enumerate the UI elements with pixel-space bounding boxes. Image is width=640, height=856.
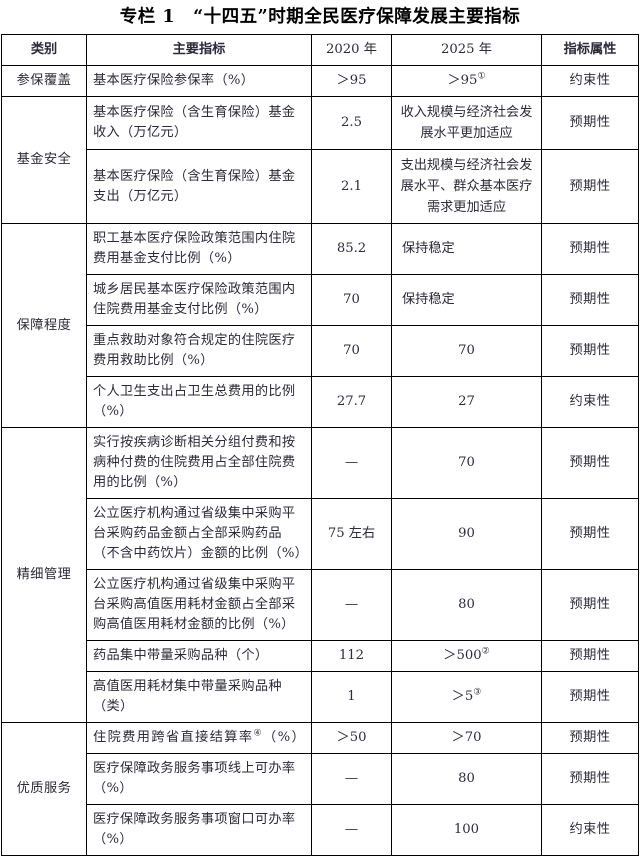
indicator-cell: 基本医疗保险参保率（%） xyxy=(86,65,312,97)
indicator-cell: 基本医疗保险（含生育保险）基金收入（万亿元） xyxy=(86,96,312,150)
attribute-cell: 预期性 xyxy=(541,753,639,805)
table-body: 参保覆盖 基本医疗保险参保率（%） ＞95 ＞95① 约束性 基金安全 基本医疗保险（含生育… xyxy=(1,65,639,856)
table-row: 医疗保障政务服务事项窗口可办率（%） —100 约束性 xyxy=(2,804,639,856)
value-2025-cell: 80 xyxy=(391,569,542,641)
value-2025-cell: 保持稳定 xyxy=(391,274,542,326)
value-2020-cell: 112 xyxy=(311,640,392,672)
value-2020-cell: 70 xyxy=(311,325,392,377)
column-header-category: 类别 xyxy=(1,34,87,66)
table-row: 个人卫生支出占卫生总费用的比例（%） 27.7 27 约束性 xyxy=(2,376,639,428)
indicator-cell: 医疗保障政务服务事项窗口可办率（%） xyxy=(86,804,312,856)
table-header: 类别 主要指标 2020 年 2025 年 指标属性 xyxy=(1,34,639,66)
attribute-cell: 预期性 xyxy=(541,498,639,570)
column-header-indicator: 主要指标 xyxy=(86,34,312,66)
value-2025-cell: 90 xyxy=(391,498,542,570)
table-row: 医疗保障政务服务事项线上可办率（%） —80 预期性 xyxy=(2,753,639,805)
indicator-cell: 实行按疾病诊断相关分组付费和按病种付费的住院费用占全部住院费用的比例（%） xyxy=(86,427,312,499)
value-2020-cell: 70 xyxy=(311,274,392,326)
value-2020-cell: 85.2 xyxy=(311,223,392,275)
value-2020-cell: ＞95 xyxy=(311,65,392,97)
indicator-cell: 医疗保障政务服务事项线上可办率（%） xyxy=(86,753,312,805)
attribute-cell: 约束性 xyxy=(541,376,639,428)
indicator-cell: 药品集中带量采购品种（个） xyxy=(86,640,312,672)
value-2020-cell: — xyxy=(311,569,392,641)
indicator-cell: 住院费用跨省直接结算率④（%） xyxy=(86,722,312,754)
attribute-cell: 预期性 xyxy=(541,427,639,499)
attribute-cell: 预期性 xyxy=(541,325,639,377)
value-2025-cell: ＞70 xyxy=(391,722,542,754)
table-row: 药品集中带量采购品种（个） 112 ＞500② 预期性 xyxy=(2,640,639,672)
category-cell: 精细管理 xyxy=(1,427,87,723)
value-2020-cell: 1 xyxy=(311,671,392,723)
indicator-cell: 个人卫生支出占卫生总费用的比例（%） xyxy=(86,376,312,428)
column-header-attribute: 指标属性 xyxy=(541,34,639,66)
value-2025-cell: ＞5③ xyxy=(391,671,542,723)
value-2025-cell: 100 xyxy=(391,804,542,856)
indicator-cell: 公立医疗机构通过省级集中采购平台采购高值医用耗材金额占全部采购高值医用耗材金额的… xyxy=(86,569,312,641)
indicator-cell: 公立医疗机构通过省级集中采购平台采购药品金额占全部采购药品（不含中药饮片）金额的… xyxy=(86,498,312,570)
value-2020-cell: — xyxy=(311,427,392,499)
table-row: 保障程度 职工基本医疗保险政策范围内住院费用基金支付比例（%） 85.2 保持稳定 预期… xyxy=(1,223,639,428)
column-header-year-2025: 2025 年 xyxy=(391,34,542,66)
category-cell: 基金安全 xyxy=(1,96,87,224)
value-2025-cell: 70 xyxy=(391,427,542,499)
value-2025-cell: 保持稳定 xyxy=(391,223,542,275)
indicator-cell: 城乡居民基本医疗保险政策范围内住院费用基金支付比例（%） xyxy=(86,274,312,326)
value-2025-cell: 支出规模与经济社会发展水平、群众基本医疗需求更加适应 xyxy=(391,149,542,224)
indicator-cell: 高值医用耗材集中带量采购品种（类） xyxy=(86,671,312,723)
indicators-table: 类别 主要指标 2020 年 2025 年 指标属性 参保覆盖 基本医疗保险参保率… xyxy=(1,34,639,856)
footnote-marker: ① xyxy=(477,71,486,82)
value-2025-cell: 70 xyxy=(391,325,542,377)
indicator-cell: 基本医疗保险（含生育保险）基金支出（万亿元） xyxy=(86,149,312,224)
table-row: 基本医疗保险（含生育保险）基金支出（万亿元） 2.1 支出规模与经济社会发展水平、群… xyxy=(2,149,639,224)
value-2020-cell: 2.1 xyxy=(311,149,392,224)
table-header-row: 类别 主要指标 2020 年 2025 年 指标属性 xyxy=(1,34,639,66)
indicator-cell: 职工基本医疗保险政策范围内住院费用基金支付比例（%） xyxy=(86,223,312,275)
category-cell: 保障程度 xyxy=(1,223,87,428)
attribute-cell: 预期性 xyxy=(541,149,639,224)
value-2020-cell: 75 左右 xyxy=(311,498,392,570)
indicator-cell: 重点救助对象符合规定的住院医疗费用救助比例（%） xyxy=(86,325,312,377)
page-title: 专栏 1 “十四五”时期全民医疗保障发展主要指标 xyxy=(119,7,521,27)
value-2020-cell: ＞50 xyxy=(311,722,392,754)
table-row: 重点救助对象符合规定的住院医疗费用救助比例（%） 70 70 预期性 xyxy=(2,325,639,377)
attribute-cell: 预期性 xyxy=(541,223,639,275)
value-2025-cell: 27 xyxy=(391,376,542,428)
footnote-marker: ③ xyxy=(473,687,482,698)
attribute-cell: 预期性 xyxy=(541,274,639,326)
attribute-cell: 预期性 xyxy=(541,640,639,672)
table-row: 精细管理 实行按疾病诊断相关分组付费和按病种付费的住院费用占全部住院费用的比例（%… xyxy=(1,427,639,723)
footnote-marker: ② xyxy=(481,646,490,657)
value-2020-cell: — xyxy=(311,804,392,856)
value-2025-cell: 80 xyxy=(391,753,542,805)
table-row: 城乡居民基本医疗保险政策范围内住院费用基金支付比例（%） 70 保持稳定 预期性 xyxy=(2,274,639,326)
table-row: 参保覆盖 基本医疗保险参保率（%） ＞95 ＞95① 约束性 xyxy=(1,65,639,97)
attribute-cell: 约束性 xyxy=(541,65,639,97)
value-2025-cell: ＞95① xyxy=(391,65,542,97)
footnote-marker: ④ xyxy=(253,728,263,739)
table-row: 公立医疗机构通过省级集中采购平台采购药品金额占全部采购药品（不含中药饮片）金额的… xyxy=(2,498,639,570)
attribute-cell: 预期性 xyxy=(541,671,639,723)
value-2025-cell: ＞500② xyxy=(391,640,542,672)
value-2020-cell: — xyxy=(311,753,392,805)
table-row: 高值医用耗材集中带量采购品种（类） 1 ＞5③ 预期性 xyxy=(2,671,639,723)
table-row: 基金安全 基本医疗保险（含生育保险）基金收入（万亿元） 2.5 收入规模与经济社会发展… xyxy=(1,96,639,224)
attribute-cell: 预期性 xyxy=(541,569,639,641)
table-row: 优质服务 住院费用跨省直接结算率④（%） ＞50 ＞70 预期性 xyxy=(1,722,639,856)
column-header-year-2020: 2020 年 xyxy=(311,34,392,66)
value-2025-cell: 收入规模与经济社会发展水平更加适应 xyxy=(391,96,542,150)
category-cell: 优质服务 xyxy=(1,722,87,856)
attribute-cell: 约束性 xyxy=(541,804,639,856)
attribute-cell: 预期性 xyxy=(541,96,639,150)
table-row: 公立医疗机构通过省级集中采购平台采购高值医用耗材金额占全部采购高值医用耗材金额的… xyxy=(2,569,639,641)
attribute-cell: 预期性 xyxy=(541,722,639,754)
value-2020-cell: 27.7 xyxy=(311,376,392,428)
category-cell: 参保覆盖 xyxy=(1,65,87,97)
value-2020-cell: 2.5 xyxy=(311,96,392,150)
